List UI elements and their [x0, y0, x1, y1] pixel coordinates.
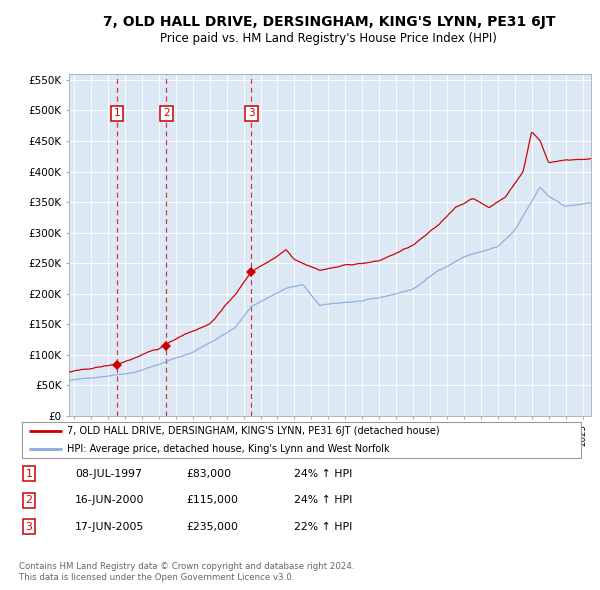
Text: 3: 3	[248, 109, 254, 119]
Text: £83,000: £83,000	[186, 469, 231, 478]
Text: 1: 1	[113, 109, 120, 119]
Text: 24% ↑ HPI: 24% ↑ HPI	[294, 469, 352, 478]
Text: 7, OLD HALL DRIVE, DERSINGHAM, KING'S LYNN, PE31 6JT (detached house): 7, OLD HALL DRIVE, DERSINGHAM, KING'S LY…	[67, 426, 440, 436]
Text: 7, OLD HALL DRIVE, DERSINGHAM, KING'S LYNN, PE31 6JT: 7, OLD HALL DRIVE, DERSINGHAM, KING'S LY…	[103, 15, 555, 30]
Text: 2: 2	[25, 496, 32, 505]
Text: Contains HM Land Registry data © Crown copyright and database right 2024.: Contains HM Land Registry data © Crown c…	[19, 562, 355, 571]
Text: £235,000: £235,000	[186, 522, 238, 532]
FancyBboxPatch shape	[22, 422, 581, 458]
Text: 17-JUN-2005: 17-JUN-2005	[75, 522, 145, 532]
Text: 22% ↑ HPI: 22% ↑ HPI	[294, 522, 352, 532]
Text: 08-JUL-1997: 08-JUL-1997	[75, 469, 142, 478]
Text: HPI: Average price, detached house, King's Lynn and West Norfolk: HPI: Average price, detached house, King…	[67, 444, 390, 454]
Text: 1: 1	[25, 469, 32, 478]
Text: This data is licensed under the Open Government Licence v3.0.: This data is licensed under the Open Gov…	[19, 572, 295, 582]
Text: 3: 3	[25, 522, 32, 532]
Text: £115,000: £115,000	[186, 496, 238, 505]
Text: 2: 2	[163, 109, 170, 119]
Text: 24% ↑ HPI: 24% ↑ HPI	[294, 496, 352, 505]
Text: Price paid vs. HM Land Registry's House Price Index (HPI): Price paid vs. HM Land Registry's House …	[160, 32, 497, 45]
Text: 16-JUN-2000: 16-JUN-2000	[75, 496, 145, 505]
